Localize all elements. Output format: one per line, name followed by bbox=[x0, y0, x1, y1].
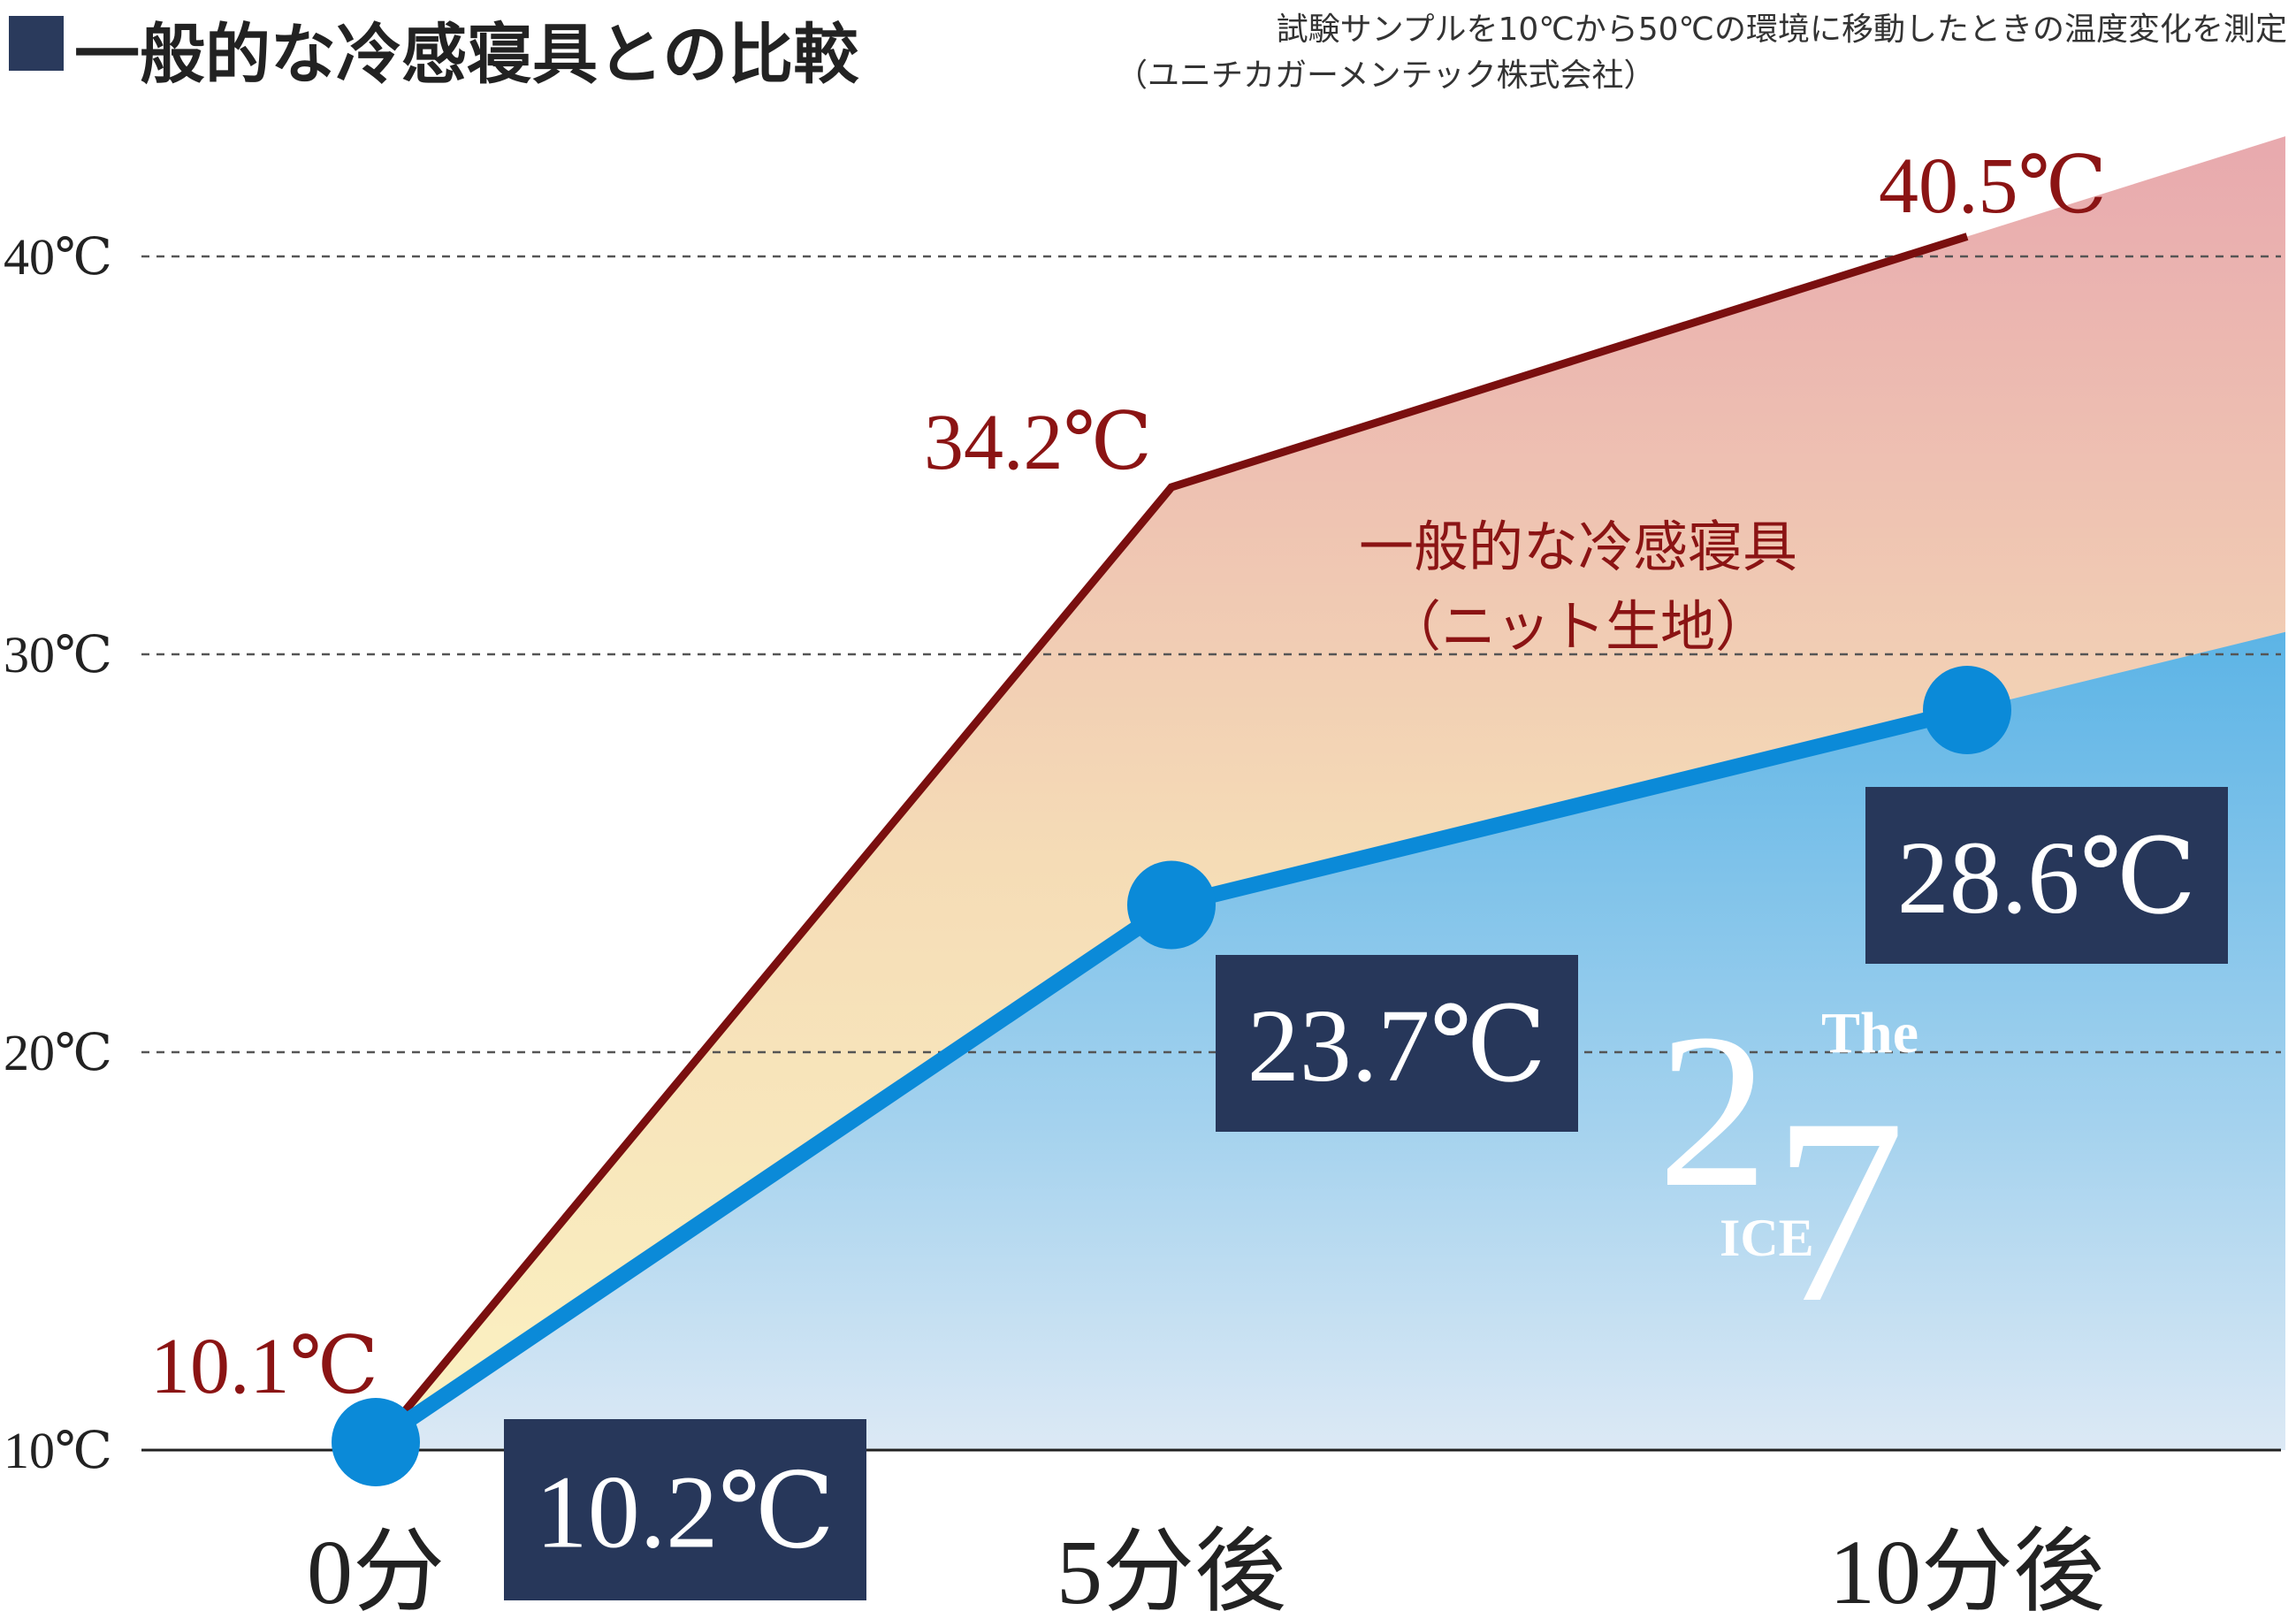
general-bedding-line bbox=[372, 233, 1969, 1449]
y-tick-label: 20℃ bbox=[4, 1024, 112, 1081]
the27ice-value-box bbox=[504, 1419, 866, 1600]
x-tick-label: 5分後 bbox=[1056, 1522, 1286, 1611]
logo-the: The bbox=[1821, 1001, 1918, 1065]
test-source-note: （ユニチカガーメンテック株式会社） bbox=[1116, 57, 1656, 94]
x-tick-label: 10分後 bbox=[1829, 1522, 2105, 1611]
the27ice-value-label: 10.2℃ bbox=[536, 1454, 835, 1570]
logo-digit-7: 7 bbox=[1773, 1064, 1905, 1357]
the27ice-value-box bbox=[1216, 955, 1578, 1132]
y-tick-label: 30℃ bbox=[4, 626, 112, 683]
chart-title: 一般的な冷感寝具との比較 bbox=[74, 17, 859, 93]
general-bedding-annotation: 一般的な冷感寝具 bbox=[1359, 515, 1797, 579]
x-tick-label: 0分 bbox=[307, 1522, 445, 1611]
general-bedding-value-label: 10.1℃ bbox=[150, 1323, 378, 1410]
logo-ice: ICE bbox=[1720, 1209, 1814, 1267]
y-tick-label: 10℃ bbox=[4, 1422, 112, 1479]
y-tick-label: 40℃ bbox=[4, 228, 112, 286]
the27ice-value-label: 28.6℃ bbox=[1897, 820, 2197, 935]
general-bedding-annotation: （ニット生地） bbox=[1386, 594, 1770, 659]
test-condition-note: 試験サンプルを10℃から50℃の環境に移動したときの温度変化を測定 bbox=[1276, 11, 2287, 48]
the27ice-value-box bbox=[1865, 787, 2228, 964]
logo-digit-2: 2 bbox=[1658, 989, 1768, 1233]
the27ice-point bbox=[1127, 860, 1216, 950]
the27ice-point bbox=[332, 1398, 420, 1486]
general-bedding-value-label: 34.2℃ bbox=[924, 399, 1152, 486]
the27ice-value-label: 23.7℃ bbox=[1247, 988, 1547, 1103]
the27ice-point bbox=[1923, 666, 2011, 754]
title-square-icon bbox=[9, 16, 64, 71]
general-bedding-value-label: 40.5℃ bbox=[1879, 142, 2107, 230]
